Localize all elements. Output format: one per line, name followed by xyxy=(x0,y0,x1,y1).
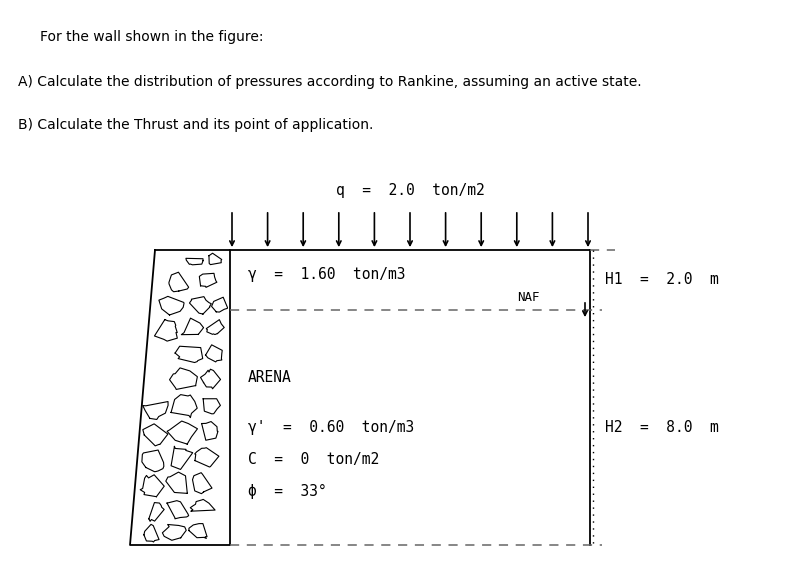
Text: A) Calculate the distribution of pressures according to Rankine, assuming an act: A) Calculate the distribution of pressur… xyxy=(18,75,642,89)
Text: NAF: NAF xyxy=(517,291,540,304)
Text: B) Calculate the Thrust and its point of application.: B) Calculate the Thrust and its point of… xyxy=(18,118,374,132)
Text: For the wall shown in the figure:: For the wall shown in the figure: xyxy=(40,30,264,44)
Text: ARENA: ARENA xyxy=(248,370,292,385)
Text: q  =  2.0  ton/m2: q = 2.0 ton/m2 xyxy=(335,183,484,198)
Text: γ'  =  0.60  ton/m3: γ' = 0.60 ton/m3 xyxy=(248,420,415,435)
Text: H1  =  2.0  m: H1 = 2.0 m xyxy=(605,273,719,287)
Text: ϕ  =  33°: ϕ = 33° xyxy=(248,484,326,499)
Text: H2  =  8.0  m: H2 = 8.0 m xyxy=(605,420,719,435)
Text: γ  =  1.60  ton/m3: γ = 1.60 ton/m3 xyxy=(248,267,406,283)
Text: C  =  0  ton/m2: C = 0 ton/m2 xyxy=(248,452,379,467)
